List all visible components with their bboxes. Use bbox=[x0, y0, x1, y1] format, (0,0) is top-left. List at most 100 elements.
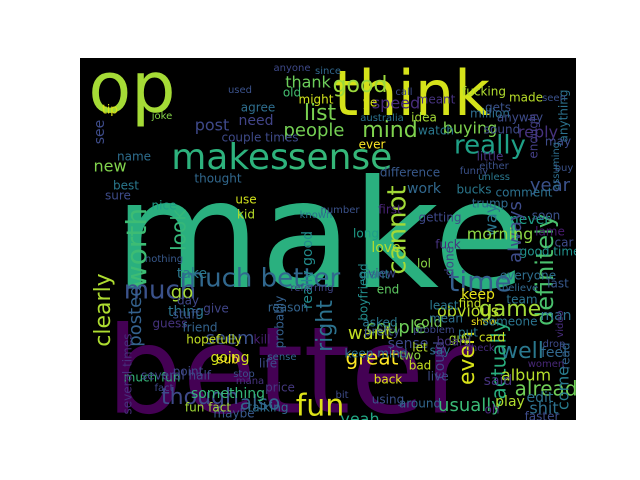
cloud-word-think: think bbox=[334, 58, 490, 130]
cloud-word-buy: buy bbox=[555, 163, 574, 174]
cloud-word-never: never bbox=[510, 212, 550, 228]
cloud-word-much: much bbox=[124, 276, 197, 306]
cloud-word-trump: trump bbox=[472, 197, 509, 211]
cloud-word-great: great bbox=[346, 346, 399, 370]
cloud-word-seen: seen bbox=[542, 93, 566, 104]
cloud-word-something: something bbox=[191, 386, 265, 402]
cloud-word-made: made bbox=[509, 91, 543, 105]
cloud-word-people: people bbox=[283, 120, 344, 141]
cloud-word-bad: bad bbox=[409, 359, 432, 373]
cloud-word-find: find bbox=[459, 297, 482, 311]
cloud-word-also: also bbox=[240, 391, 280, 415]
cloud-word-reply: reply bbox=[518, 123, 558, 142]
cloud-word-good: good bbox=[333, 73, 388, 98]
cloud-word-live: live bbox=[427, 370, 448, 384]
cloud-word-look: look bbox=[167, 209, 191, 251]
cloud-word-maybe: maybe bbox=[213, 407, 254, 421]
cloud-word-several-half: several half bbox=[141, 369, 212, 383]
cloud-word-good-time: good time bbox=[520, 245, 576, 259]
cloud-word-video: video bbox=[555, 310, 566, 337]
cloud-word-long: long bbox=[353, 227, 379, 241]
cloud-word-asked: asked bbox=[362, 316, 397, 330]
cloud-word-already: already bbox=[515, 377, 576, 401]
cloud-word-buying: buying bbox=[443, 119, 498, 138]
cloud-word-mind: mind bbox=[362, 118, 417, 143]
cloud-word-obvious: obvious bbox=[437, 302, 499, 321]
cloud-word-mean: mean bbox=[429, 312, 463, 326]
cloud-word-time: time bbox=[448, 265, 511, 298]
cloud-word-guess: guess bbox=[152, 317, 187, 331]
cloud-word-list: list bbox=[304, 101, 337, 126]
cloud-word-use: use bbox=[235, 193, 256, 207]
word-cloud: make better op think makes sense good thank list… bbox=[80, 58, 576, 420]
cloud-word-show: show bbox=[471, 317, 497, 328]
cloud-word-since: since bbox=[315, 66, 341, 77]
cloud-word-feel: feel bbox=[541, 345, 567, 361]
cloud-word-unless: unless bbox=[478, 172, 510, 183]
cloud-word-everyone: everyone bbox=[500, 269, 556, 283]
cloud-word-using: using bbox=[372, 393, 404, 407]
cloud-word-couple: couple bbox=[366, 317, 426, 338]
cloud-word-put: put bbox=[458, 326, 478, 340]
cloud-word-makes: makes bbox=[171, 137, 289, 178]
cloud-word-fact: fact bbox=[154, 383, 173, 394]
cloud-word-someone: someone bbox=[483, 315, 538, 329]
cloud-word-mana: mana bbox=[236, 376, 264, 387]
cloud-word-ever: ever bbox=[359, 138, 386, 152]
cloud-word-guy: guy bbox=[449, 332, 471, 346]
cloud-word-probably: probably bbox=[273, 296, 287, 349]
cloud-word-though: though bbox=[161, 385, 239, 410]
cloud-word-keep-mind: keep mind bbox=[345, 347, 408, 361]
cloud-word-joke: joke bbox=[151, 111, 172, 122]
cloud-word-oh: oh bbox=[485, 403, 500, 417]
cloud-word-go: go bbox=[171, 282, 193, 303]
cloud-word-cannot: cannot bbox=[383, 185, 413, 274]
cloud-word-want: want bbox=[348, 323, 392, 344]
cloud-word-best: best bbox=[113, 179, 139, 193]
cloud-word-sense: sense bbox=[288, 137, 393, 178]
cloud-word-back: back bbox=[374, 373, 403, 387]
cloud-word-anything: anything bbox=[557, 90, 571, 143]
cloud-word-play: play bbox=[495, 394, 525, 410]
cloud-word-ye: ye bbox=[363, 96, 377, 110]
cloud-word-price: price bbox=[265, 381, 295, 395]
cloud-word-soon: soon bbox=[532, 209, 561, 223]
cloud-word-well: well bbox=[500, 339, 544, 364]
cloud-word-little: little bbox=[477, 150, 504, 164]
cloud-word-said: said bbox=[484, 373, 513, 389]
cloud-word-clearly: clearly bbox=[91, 273, 116, 346]
cloud-word-may: may bbox=[545, 135, 571, 149]
cloud-word-edit: edit bbox=[527, 390, 554, 406]
cloud-word-first: first bbox=[378, 203, 402, 217]
cloud-word-friend: friend bbox=[182, 321, 217, 335]
cloud-word-name: name bbox=[117, 150, 151, 164]
cloud-word-better: better bbox=[106, 303, 474, 420]
cloud-word-board: board bbox=[437, 335, 472, 349]
cloud-word-referring: referring bbox=[290, 283, 333, 294]
cloud-word-sense: sense bbox=[388, 336, 429, 352]
cloud-word-much-fun: much fun bbox=[124, 371, 181, 385]
cloud-word-cold: cold bbox=[413, 315, 442, 331]
cloud-word-life: life bbox=[259, 357, 277, 371]
cloud-word-fun: fun bbox=[296, 389, 345, 421]
cloud-word-reason: reason bbox=[268, 301, 309, 315]
cloud-word-kid: kid bbox=[237, 208, 255, 222]
cloud-word-problem: problem bbox=[413, 325, 454, 336]
cloud-word-couple-times: couple times bbox=[221, 131, 298, 145]
cloud-word-sure: sure bbox=[105, 189, 131, 203]
cloud-word-stuff: stuff bbox=[173, 308, 201, 322]
cloud-word-women: women bbox=[528, 359, 565, 370]
cloud-word-drop: drop bbox=[543, 339, 566, 350]
cloud-word-morning: morning bbox=[467, 225, 534, 244]
cloud-word-give: give bbox=[203, 302, 228, 316]
cloud-word-thing: thing bbox=[168, 304, 204, 320]
cloud-word-thought: thought bbox=[194, 172, 241, 186]
cloud-word-man: man bbox=[540, 308, 571, 324]
cloud-word-assuming: assuming bbox=[551, 142, 562, 190]
cloud-word-posted: posted bbox=[125, 285, 146, 346]
cloud-word-see: see bbox=[92, 120, 108, 145]
cloud-word-used: used bbox=[228, 85, 252, 96]
cloud-word-worth: worth bbox=[120, 208, 153, 288]
cloud-word-really-good: really good bbox=[300, 231, 316, 309]
